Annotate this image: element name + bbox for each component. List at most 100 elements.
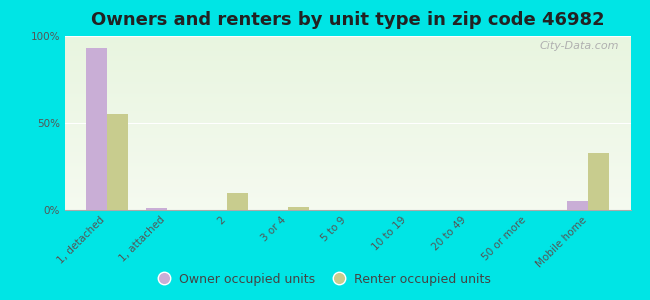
Bar xyxy=(65,71,630,72)
Bar xyxy=(65,166,630,167)
Bar xyxy=(65,140,630,141)
Bar xyxy=(65,110,630,111)
Bar xyxy=(65,199,630,200)
Bar xyxy=(65,146,630,147)
Bar xyxy=(65,36,630,37)
Bar xyxy=(65,67,630,68)
Bar xyxy=(65,94,630,95)
Bar xyxy=(65,118,630,119)
Bar xyxy=(65,80,630,81)
Bar xyxy=(65,192,630,193)
Bar xyxy=(65,90,630,91)
Bar xyxy=(65,58,630,59)
Bar xyxy=(65,117,630,118)
Bar xyxy=(65,180,630,181)
Bar xyxy=(65,86,630,87)
Bar xyxy=(65,68,630,69)
Bar xyxy=(65,131,630,132)
Bar xyxy=(65,50,630,51)
Bar xyxy=(65,92,630,93)
Bar xyxy=(65,129,630,130)
Bar xyxy=(65,95,630,96)
Bar xyxy=(65,136,630,137)
Bar xyxy=(65,162,630,163)
Bar xyxy=(65,116,630,117)
Bar xyxy=(65,76,630,77)
Bar xyxy=(65,73,630,74)
Bar xyxy=(65,105,630,106)
Bar xyxy=(65,204,630,205)
Bar xyxy=(65,82,630,83)
Bar xyxy=(65,197,630,198)
Bar xyxy=(65,133,630,134)
Bar xyxy=(65,208,630,209)
Bar xyxy=(65,127,630,128)
Bar xyxy=(65,167,630,168)
Bar xyxy=(65,39,630,40)
Bar xyxy=(65,54,630,55)
Bar xyxy=(65,60,630,61)
Bar xyxy=(65,160,630,161)
Bar xyxy=(107,114,128,210)
Bar xyxy=(65,203,630,204)
Bar xyxy=(65,206,630,207)
Bar xyxy=(65,122,630,123)
Bar xyxy=(65,88,630,89)
Bar xyxy=(65,143,630,144)
Bar xyxy=(65,83,630,84)
Bar xyxy=(65,198,630,199)
Bar xyxy=(65,55,630,56)
Bar xyxy=(65,160,630,161)
Bar xyxy=(65,165,630,166)
Bar xyxy=(65,103,630,104)
Bar xyxy=(65,40,630,41)
Bar xyxy=(65,49,630,50)
Bar xyxy=(65,137,630,138)
Bar xyxy=(65,107,630,108)
Bar xyxy=(65,43,630,44)
Bar xyxy=(65,158,630,159)
Bar xyxy=(65,125,630,126)
Bar xyxy=(65,119,630,120)
Bar xyxy=(65,62,630,63)
Bar xyxy=(65,156,630,157)
Bar xyxy=(65,38,630,39)
Bar xyxy=(588,153,610,210)
Bar xyxy=(65,132,630,133)
Bar xyxy=(65,84,630,85)
Bar xyxy=(65,189,630,190)
Bar xyxy=(65,202,630,203)
Bar xyxy=(65,109,630,110)
Bar xyxy=(146,208,167,210)
Bar xyxy=(65,97,630,98)
Bar xyxy=(65,185,630,186)
Bar xyxy=(65,102,630,103)
Bar xyxy=(65,51,630,52)
Bar xyxy=(65,79,630,80)
Bar xyxy=(65,188,630,189)
Bar xyxy=(65,111,630,112)
Bar xyxy=(65,112,630,113)
Bar xyxy=(65,200,630,201)
Bar xyxy=(65,52,630,53)
Bar xyxy=(65,63,630,64)
Bar xyxy=(65,64,630,65)
Bar xyxy=(65,147,630,148)
Bar xyxy=(65,145,630,146)
Bar xyxy=(65,61,630,62)
Bar xyxy=(65,99,630,100)
Bar xyxy=(65,135,630,136)
Bar xyxy=(65,47,630,48)
Bar xyxy=(65,193,630,194)
Bar xyxy=(65,181,630,182)
Bar xyxy=(65,173,630,174)
Bar xyxy=(227,193,248,210)
Bar xyxy=(65,187,630,188)
Bar xyxy=(65,81,630,82)
Bar xyxy=(65,104,630,105)
Bar xyxy=(65,161,630,162)
Bar xyxy=(65,113,630,114)
Bar xyxy=(65,176,630,177)
Bar xyxy=(65,169,630,170)
Bar xyxy=(65,59,630,60)
